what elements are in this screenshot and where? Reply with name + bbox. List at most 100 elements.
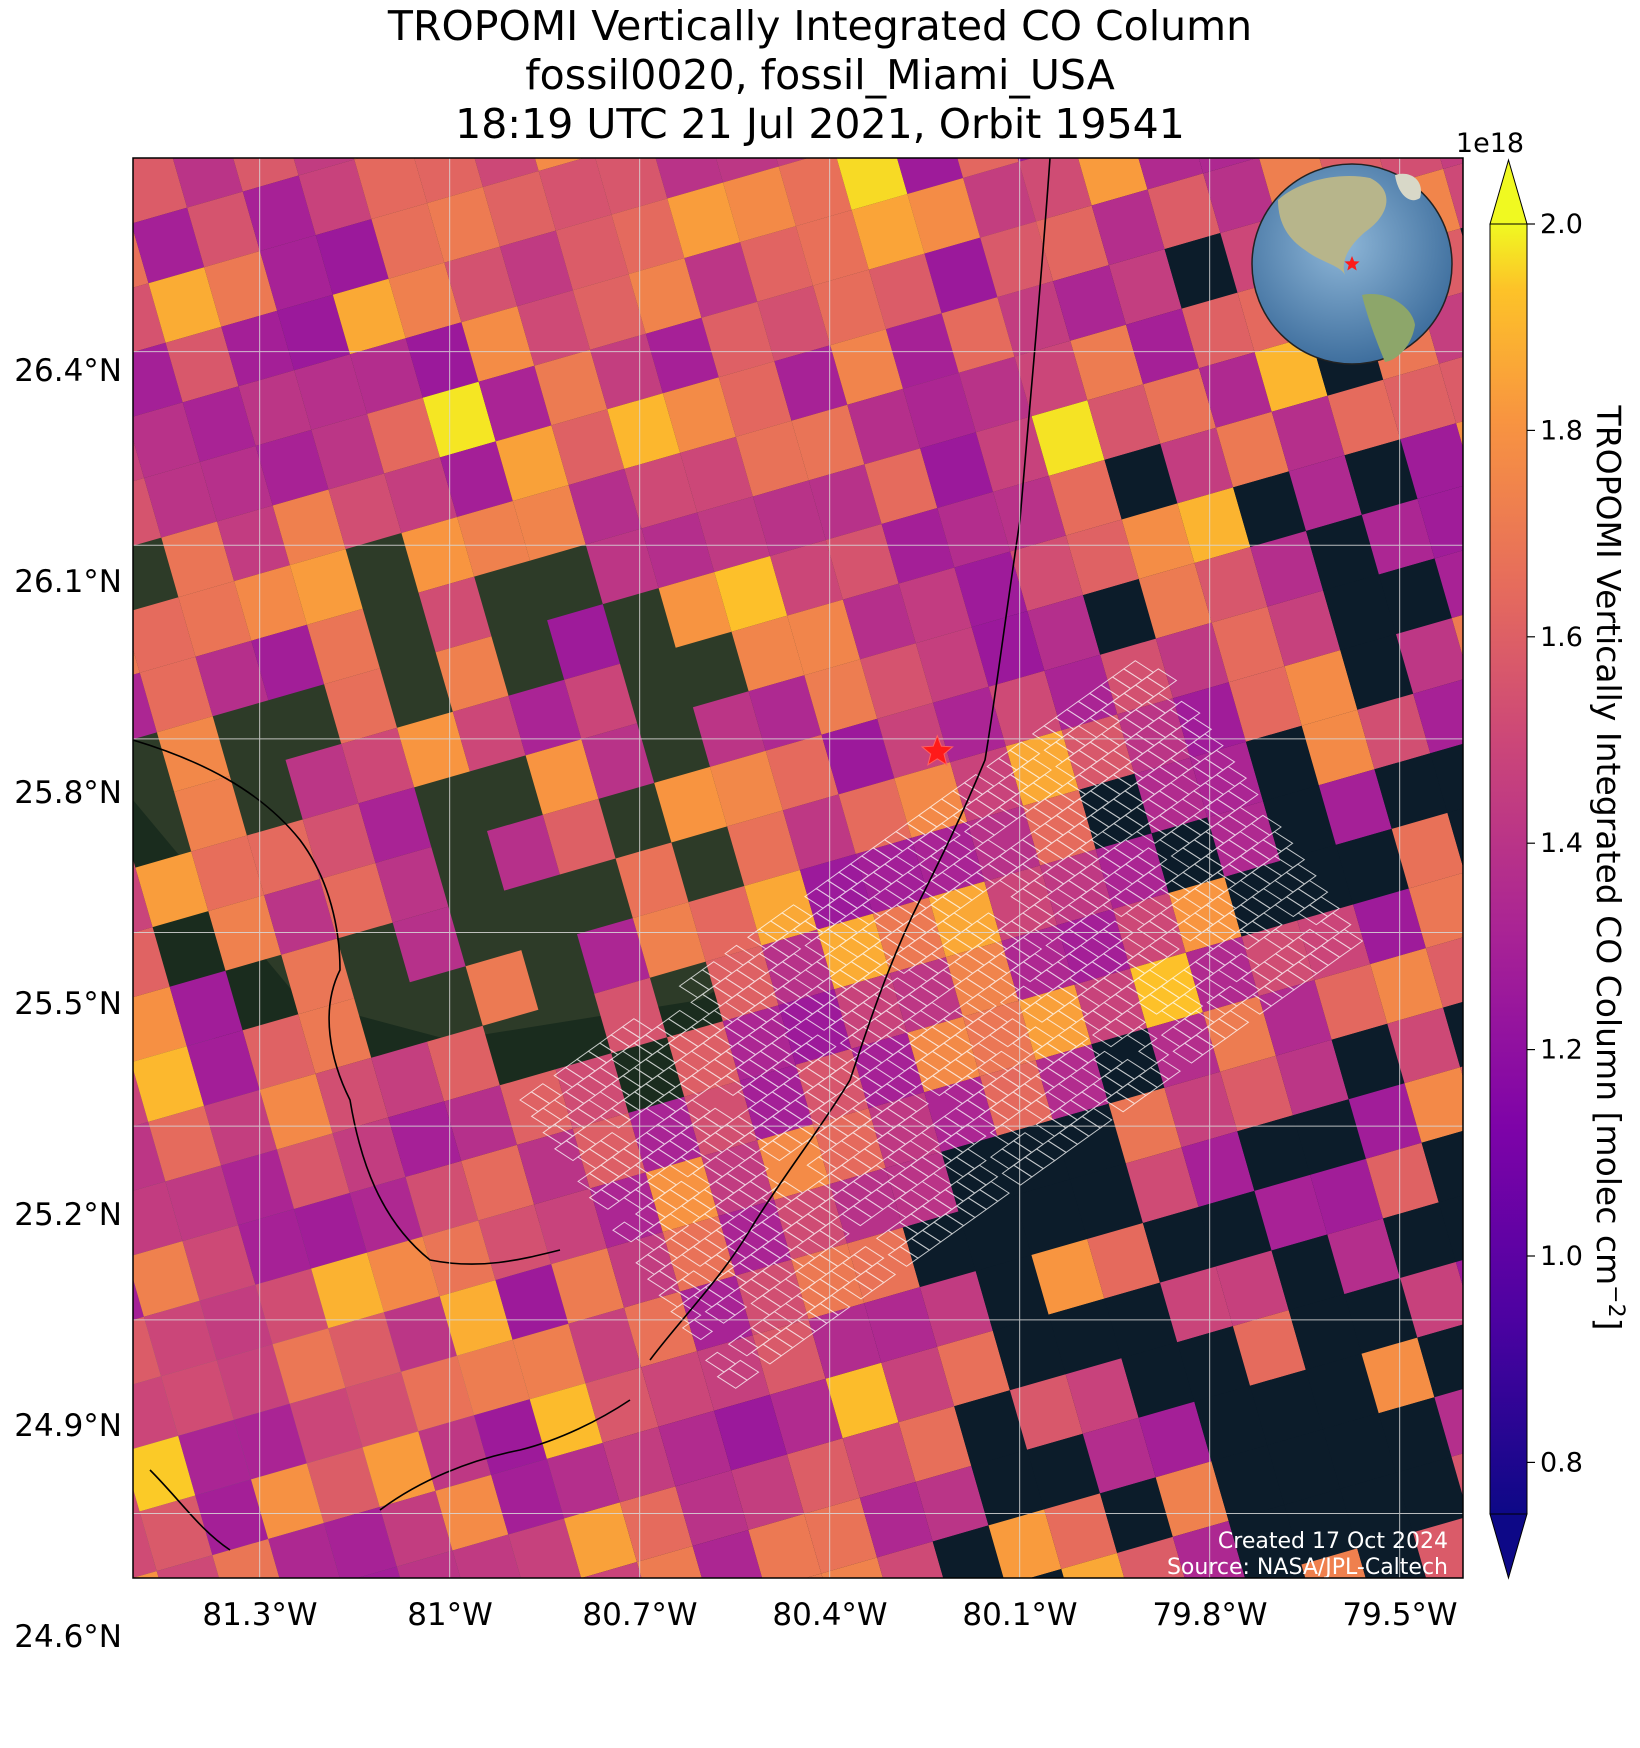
co-pixel [388,262,462,339]
co-pixel [1160,1266,1233,1343]
co-pixel [1323,574,1396,651]
co-pixel [937,1330,1010,1407]
co-pixel [315,1057,389,1134]
footprint-cell [716,1294,748,1316]
co-pixel [165,1165,239,1242]
co-pixel [319,863,393,939]
colorbar-tick-label: 2.0 [1540,209,1583,240]
footprint-cell [1180,717,1213,739]
co-pixel [1301,1548,1366,1578]
lat-tick-label: 25.8°N [14,775,122,811]
co-pixel [602,1426,676,1503]
co-pixel [624,1291,697,1368]
co-pixel [354,158,428,220]
co-pixel [426,1025,500,1102]
co-pixel [595,158,668,215]
colorbar-tick-label: 1.2 [1540,1035,1583,1066]
footprint-cell [1297,879,1329,901]
co-pixel [457,501,530,577]
map-frame [132,157,1464,1579]
co-pixel [851,194,925,270]
colorbar-tick-label: 1.8 [1540,415,1583,446]
co-pixel [1378,558,1452,635]
footprint-cell [1250,814,1282,836]
footprint-cell [818,1221,850,1243]
co-pixel [366,1236,440,1313]
co-pixel [577,918,650,994]
co-pixel [920,432,993,508]
co-pixel [375,847,449,923]
co-pixel [714,1394,787,1471]
co-pixel [379,1490,453,1567]
co-pixel [199,445,273,522]
co-pixel [1400,423,1463,499]
footprint-cell [819,1294,851,1316]
co-pixel [133,439,145,482]
co-pixel [422,1220,496,1297]
co-pixel [988,670,1062,747]
co-pixel [632,902,706,978]
co-pixel [735,420,809,497]
co-pixel [1117,698,1191,774]
co-pixel [980,1060,1053,1136]
co-pixel [242,175,316,252]
co-pixel [495,425,569,501]
co-pixel [264,879,337,955]
co-pixel [204,251,278,327]
co-pixel [234,565,307,641]
co-pixel [1271,395,1345,472]
co-pixel [418,1415,492,1491]
co-pixel [1439,356,1463,424]
co-pixel [133,1511,157,1578]
co-pixel [1014,1179,1088,1255]
co-pixel [776,158,809,167]
co-pixel [512,485,586,561]
co-pixel [1147,173,1221,250]
co-pixel [384,457,458,533]
co-pixel [259,235,333,311]
co-pixel [1091,1028,1165,1104]
co-pixel [1138,158,1204,190]
footprint-cell [1308,896,1340,918]
co-pixel [615,842,689,919]
co-pixel [1009,1374,1083,1450]
lon-tick-label: 79.5°W [1342,1597,1457,1633]
co-pixel [397,711,470,788]
co-pixel [272,489,346,566]
co-pixel [1412,1518,1463,1578]
co-pixel [881,508,955,584]
co-pixel [199,1284,273,1361]
co-pixel [255,429,329,506]
co-pixel [1220,1055,1293,1132]
co-pixel [1126,308,1199,385]
co-pixel [487,814,560,891]
footprint-cell [1285,863,1317,885]
co-pixel [1387,1007,1461,1084]
credit-created: Created 17 Oct 2024 [1218,1529,1448,1554]
co-pixel [1079,1613,1152,1689]
colorbar-extend-min [1489,1513,1528,1580]
lat-tick-label: 24.9°N [14,1408,122,1444]
co-pixel [1125,1147,1199,1223]
co-pixel [452,695,526,772]
lat-tick-label: 26.1°N [14,564,122,600]
co-pixel [1451,1453,1463,1497]
co-pixel [401,1355,474,1432]
co-pixel [534,1188,607,1265]
footprint-cell [1057,1026,1089,1048]
co-pixel [323,1507,397,1578]
co-pixel [1087,1223,1160,1299]
co-pixel [1267,590,1341,667]
co-pixel [1455,1259,1463,1287]
co-pixel [186,1030,260,1106]
co-pixel [1447,1636,1520,1712]
co-pixel [1027,1433,1100,1510]
co-pixel [1340,634,1414,710]
footprint-cell [1020,757,1052,779]
co-pixel [1301,709,1375,786]
co-pixel [585,528,659,605]
co-pixel [444,246,518,323]
co-pixel [1207,1640,1280,1716]
co-pixel [1194,1385,1268,1462]
co-pixel [1181,292,1255,369]
